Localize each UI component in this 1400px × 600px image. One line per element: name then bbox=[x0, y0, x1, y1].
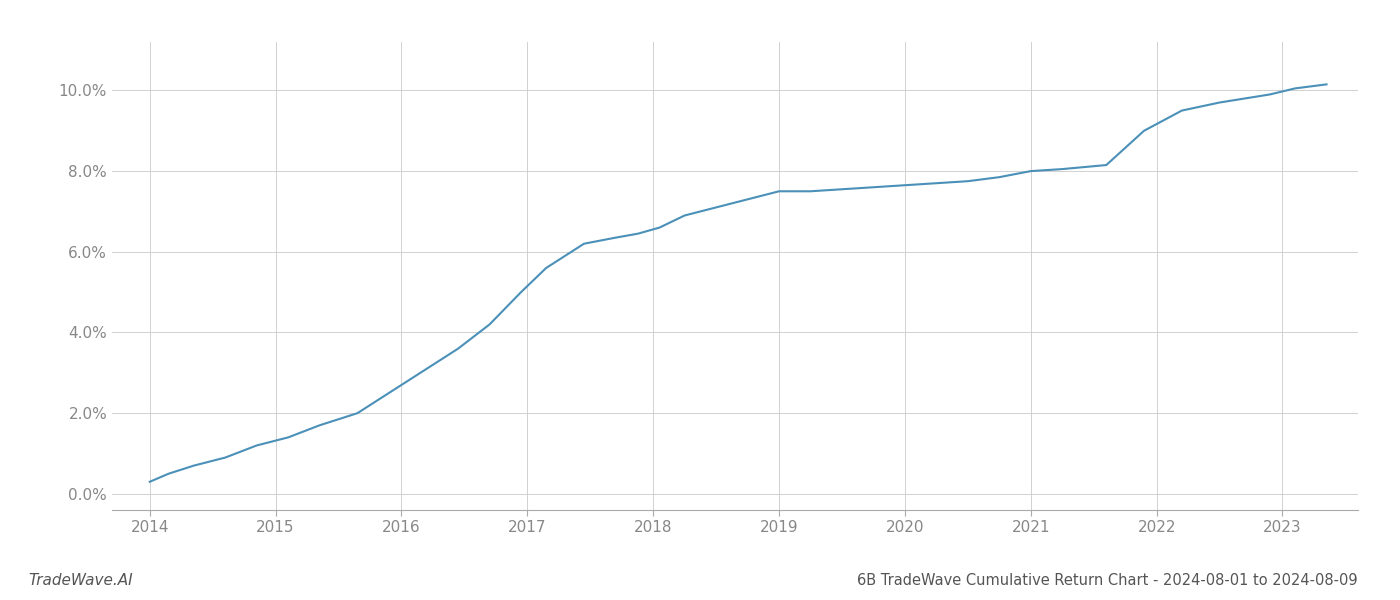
Text: TradeWave.AI: TradeWave.AI bbox=[28, 573, 133, 588]
Text: 6B TradeWave Cumulative Return Chart - 2024-08-01 to 2024-08-09: 6B TradeWave Cumulative Return Chart - 2… bbox=[857, 573, 1358, 588]
